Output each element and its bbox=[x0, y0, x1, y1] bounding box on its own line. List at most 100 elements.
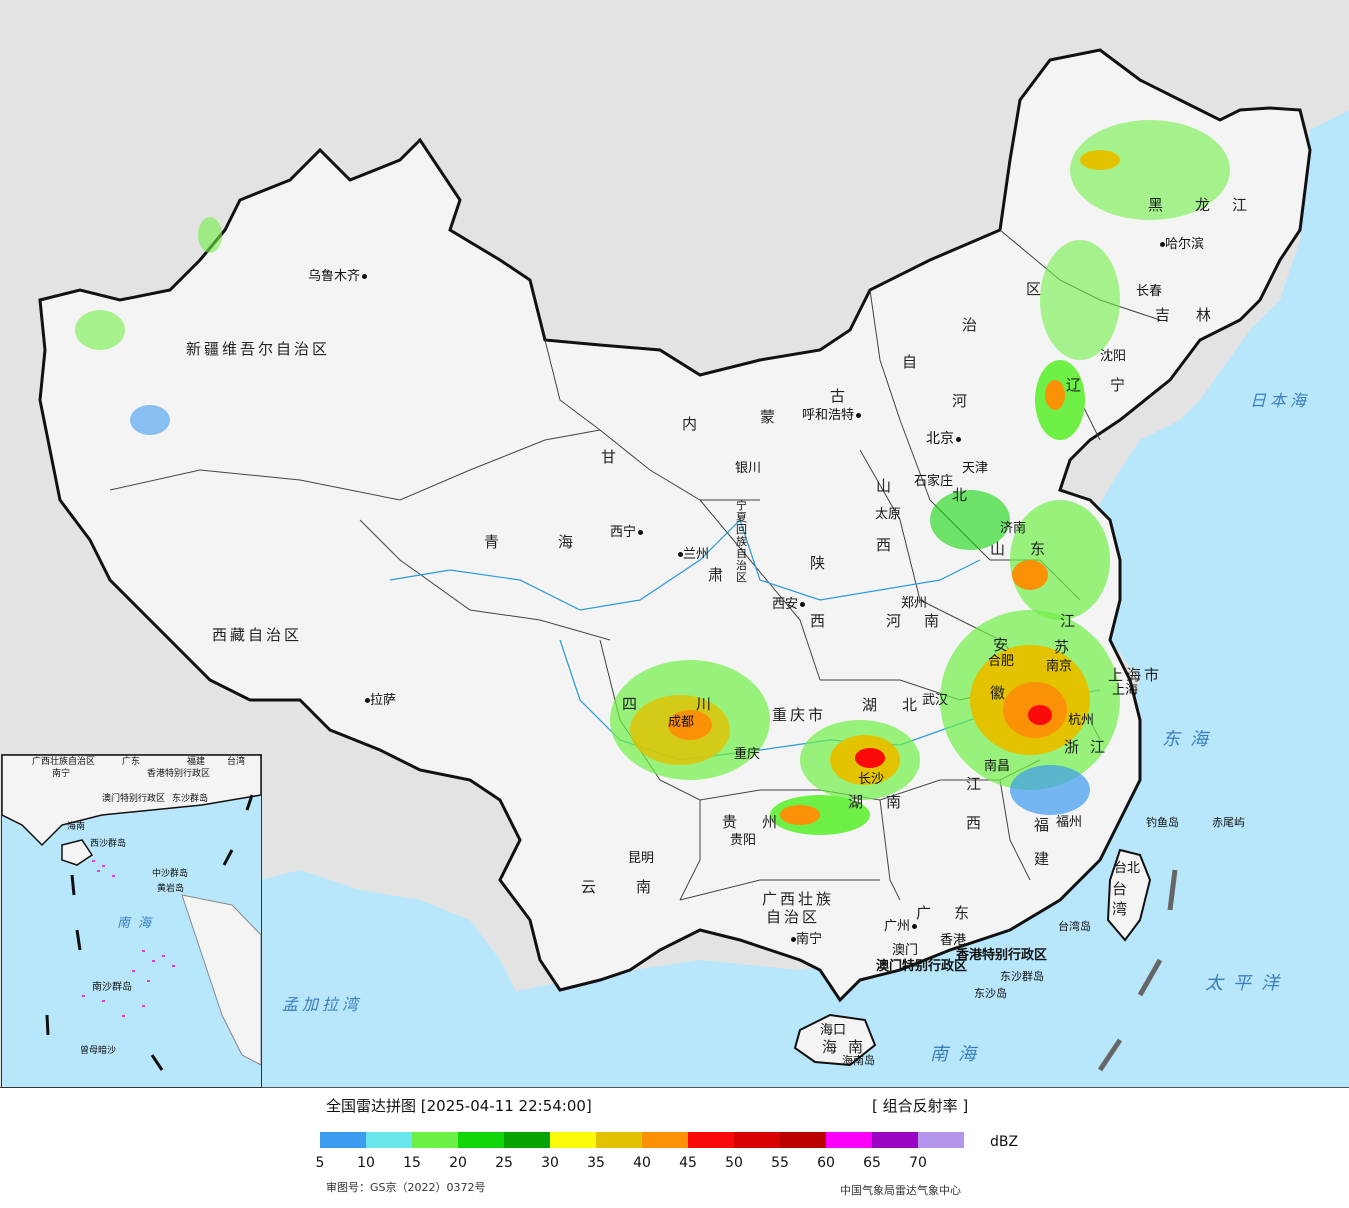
scale-swatch bbox=[826, 1132, 872, 1148]
province-label: 陕 bbox=[810, 554, 829, 572]
scale-tick: 5 bbox=[315, 1155, 325, 1171]
city-label: 天津 bbox=[962, 461, 989, 476]
province-label: 河 bbox=[952, 392, 971, 410]
inset-label: 福建 bbox=[187, 757, 206, 767]
inset-label: 南沙群岛 bbox=[92, 982, 132, 993]
scale-tick: 55 bbox=[771, 1155, 789, 1171]
province-label: 山 bbox=[876, 477, 895, 495]
scale-tick: 10 bbox=[357, 1155, 375, 1171]
scale-tick: 25 bbox=[495, 1155, 513, 1171]
province-label: 自治区 bbox=[766, 908, 821, 926]
inset-canvas bbox=[2, 755, 261, 1071]
inset-label: 中沙群岛 bbox=[152, 869, 189, 879]
scale-tick: 65 bbox=[863, 1155, 881, 1171]
inset-label: 香港特别行政区 bbox=[147, 769, 211, 779]
inset-label: 曾母暗沙 bbox=[80, 1046, 117, 1056]
island-label: 赤尾屿 bbox=[1212, 816, 1245, 829]
province-label: 东 bbox=[1030, 540, 1049, 558]
agency-credit: 中国气象局雷达气象中心 bbox=[840, 1184, 961, 1197]
hainan-island bbox=[793, 1013, 877, 1067]
scale-swatch bbox=[642, 1132, 688, 1148]
product-type: [ 组合反射率 ] bbox=[872, 1097, 969, 1115]
city-label: 福州 bbox=[1056, 815, 1083, 830]
approval-number: 审图号：GS京（2022）0372号 bbox=[326, 1181, 486, 1194]
province-label: 林 bbox=[1196, 306, 1215, 324]
province-label: 宁 bbox=[1110, 376, 1129, 394]
city-label: 郑州 bbox=[901, 596, 928, 611]
province-label: 川 bbox=[696, 695, 715, 713]
island-label: 钓鱼岛 bbox=[1146, 816, 1179, 829]
province-label: 湾 bbox=[1112, 900, 1131, 918]
inset-label: 东沙群岛 bbox=[172, 794, 209, 804]
province-label: 西 bbox=[966, 814, 985, 832]
unit-label: dBZ bbox=[990, 1134, 1019, 1150]
inset-label: 西沙群岛 bbox=[90, 839, 127, 849]
city-label: 南京 bbox=[1046, 659, 1073, 674]
province-label: 江 bbox=[966, 775, 985, 793]
city-label: 澳门 bbox=[892, 943, 919, 958]
city-label: 南昌 bbox=[984, 759, 1011, 774]
scale-swatch bbox=[504, 1132, 550, 1148]
scale-tick: 70 bbox=[909, 1155, 927, 1171]
radar-map: 新疆维吾尔自治区 西藏自治区 青 海 甘 肃 内 蒙 古 自 治 区 黑 龙 江… bbox=[0, 0, 1349, 1088]
inset-label: 黄岩岛 bbox=[157, 884, 185, 894]
province-label: 建 bbox=[1034, 850, 1053, 868]
province-label: 南 bbox=[924, 612, 943, 630]
taiwan-island bbox=[1106, 848, 1152, 942]
radar-echoes bbox=[75, 120, 1230, 835]
maritime-boundary bbox=[1097, 869, 1178, 1072]
city-label: 上海 bbox=[1112, 683, 1139, 698]
province-label: 南 bbox=[848, 1038, 867, 1056]
city-label: 哈尔滨 bbox=[1158, 238, 1204, 251]
sea-label: 日本海 bbox=[1250, 391, 1311, 410]
province-label: 吉 bbox=[1155, 306, 1174, 324]
inset-label: 广东 bbox=[122, 757, 141, 767]
scale-swatch bbox=[734, 1132, 780, 1148]
province-label: 西藏自治区 bbox=[212, 626, 303, 644]
province-label: 云 bbox=[581, 878, 600, 896]
city-label: 兰州 bbox=[676, 548, 709, 561]
city-label: 拉萨 bbox=[363, 694, 396, 707]
city-label: 长沙 bbox=[858, 772, 885, 787]
city-label: 长春 bbox=[1136, 284, 1163, 299]
province-label: 内 bbox=[682, 415, 701, 433]
province-label: 香港特别行政区 bbox=[956, 948, 1048, 963]
scale-tick: 60 bbox=[817, 1155, 835, 1171]
province-label: 区 bbox=[1026, 280, 1045, 298]
map-canvas bbox=[38, 0, 1349, 1087]
province-label: 州 bbox=[762, 813, 781, 831]
province-label: 江 bbox=[1232, 196, 1251, 214]
inset-label: 台湾 bbox=[227, 757, 246, 767]
sea-label: 东海 bbox=[1162, 729, 1218, 750]
province-label: 新疆维吾尔自治区 bbox=[186, 340, 331, 358]
scale-tick: 50 bbox=[725, 1155, 743, 1171]
island-label: 东沙岛 bbox=[974, 987, 1007, 1000]
province-label: 青 bbox=[484, 533, 503, 551]
province-label: 古 bbox=[830, 387, 849, 405]
province-label: 湖 bbox=[848, 793, 867, 811]
province-label: 龙 bbox=[1195, 196, 1214, 214]
scale-tick: 35 bbox=[587, 1155, 605, 1171]
city-label: 呼和浩特 bbox=[802, 409, 862, 422]
province-label: 浙 bbox=[1064, 738, 1083, 756]
province-label: 安 bbox=[993, 636, 1012, 654]
city-label: 贵阳 bbox=[730, 833, 757, 848]
province-label: 宁夏回族自治区 bbox=[736, 499, 747, 584]
province-label: 重庆市 bbox=[772, 706, 827, 724]
sea-label: 南海 bbox=[930, 1044, 986, 1065]
legend-panel: 全国雷达拼图 [2025-04-11 22:54:00] [ 组合反射率 ] 5… bbox=[0, 1088, 1349, 1208]
province-label: 贵 bbox=[722, 813, 741, 831]
city-label: 武汉 bbox=[922, 693, 949, 708]
island-label: 台湾岛 bbox=[1058, 920, 1091, 933]
city-label: 昆明 bbox=[628, 851, 655, 866]
bay-of-bengal bbox=[260, 870, 520, 1087]
island-label: 海南岛 bbox=[842, 1054, 875, 1067]
scale-swatch bbox=[320, 1132, 366, 1148]
province-label: 广 bbox=[916, 904, 935, 922]
province-label: 蒙 bbox=[760, 408, 779, 426]
city-label: 香港 bbox=[940, 933, 967, 948]
color-scale bbox=[320, 1132, 964, 1148]
city-label: 银川 bbox=[735, 461, 762, 476]
province-label: 东 bbox=[954, 904, 973, 922]
scale-tick: 40 bbox=[633, 1155, 651, 1171]
